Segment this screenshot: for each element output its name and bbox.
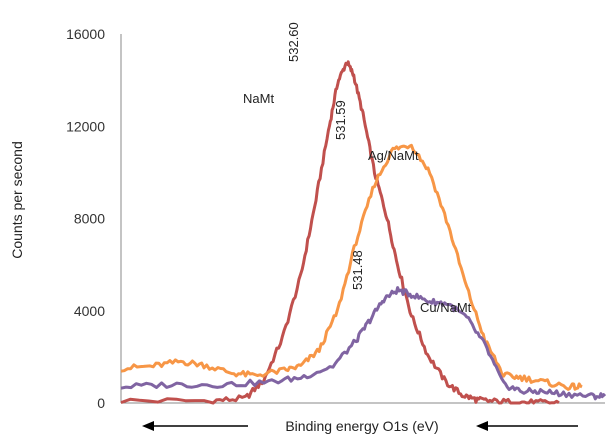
y-tick-label: 4000 [74,303,105,319]
y-axis-title: Counts per second [9,141,25,259]
series-layer [120,60,607,405]
y-tick-label: 0 [97,395,105,411]
left-arrow-icon [142,421,248,431]
y-tick-label: 16000 [66,26,105,42]
y-tick-label: 8000 [74,211,105,227]
series-label-cu-namt: Cu/NaMt [420,300,472,315]
series-line-namt [120,60,560,405]
series-label-namt: NaMt [243,91,274,106]
y-tick-label: 12000 [66,118,105,134]
left-arrow-icon [476,421,578,431]
peak-label-namt: 532.60 [286,22,301,62]
x-axis-title-group: Binding energy O1s (eV) [142,418,578,434]
peak-label-ag-namt: 531.59 [333,100,348,140]
x-axis-title: Binding energy O1s (eV) [285,418,438,434]
series-label-ag-namt: Ag/NaMt [368,148,419,163]
series-line-ag-namt [120,143,583,391]
series-line-cu-namt [120,286,607,401]
series-labels: NaMt 532.60 Ag/NaMt 531.59 Cu/NaMt 531.48 [243,22,472,315]
y-tick-labels: 0 4000 8000 12000 16000 [66,26,105,411]
peak-label-cu-namt: 531.48 [350,250,365,290]
